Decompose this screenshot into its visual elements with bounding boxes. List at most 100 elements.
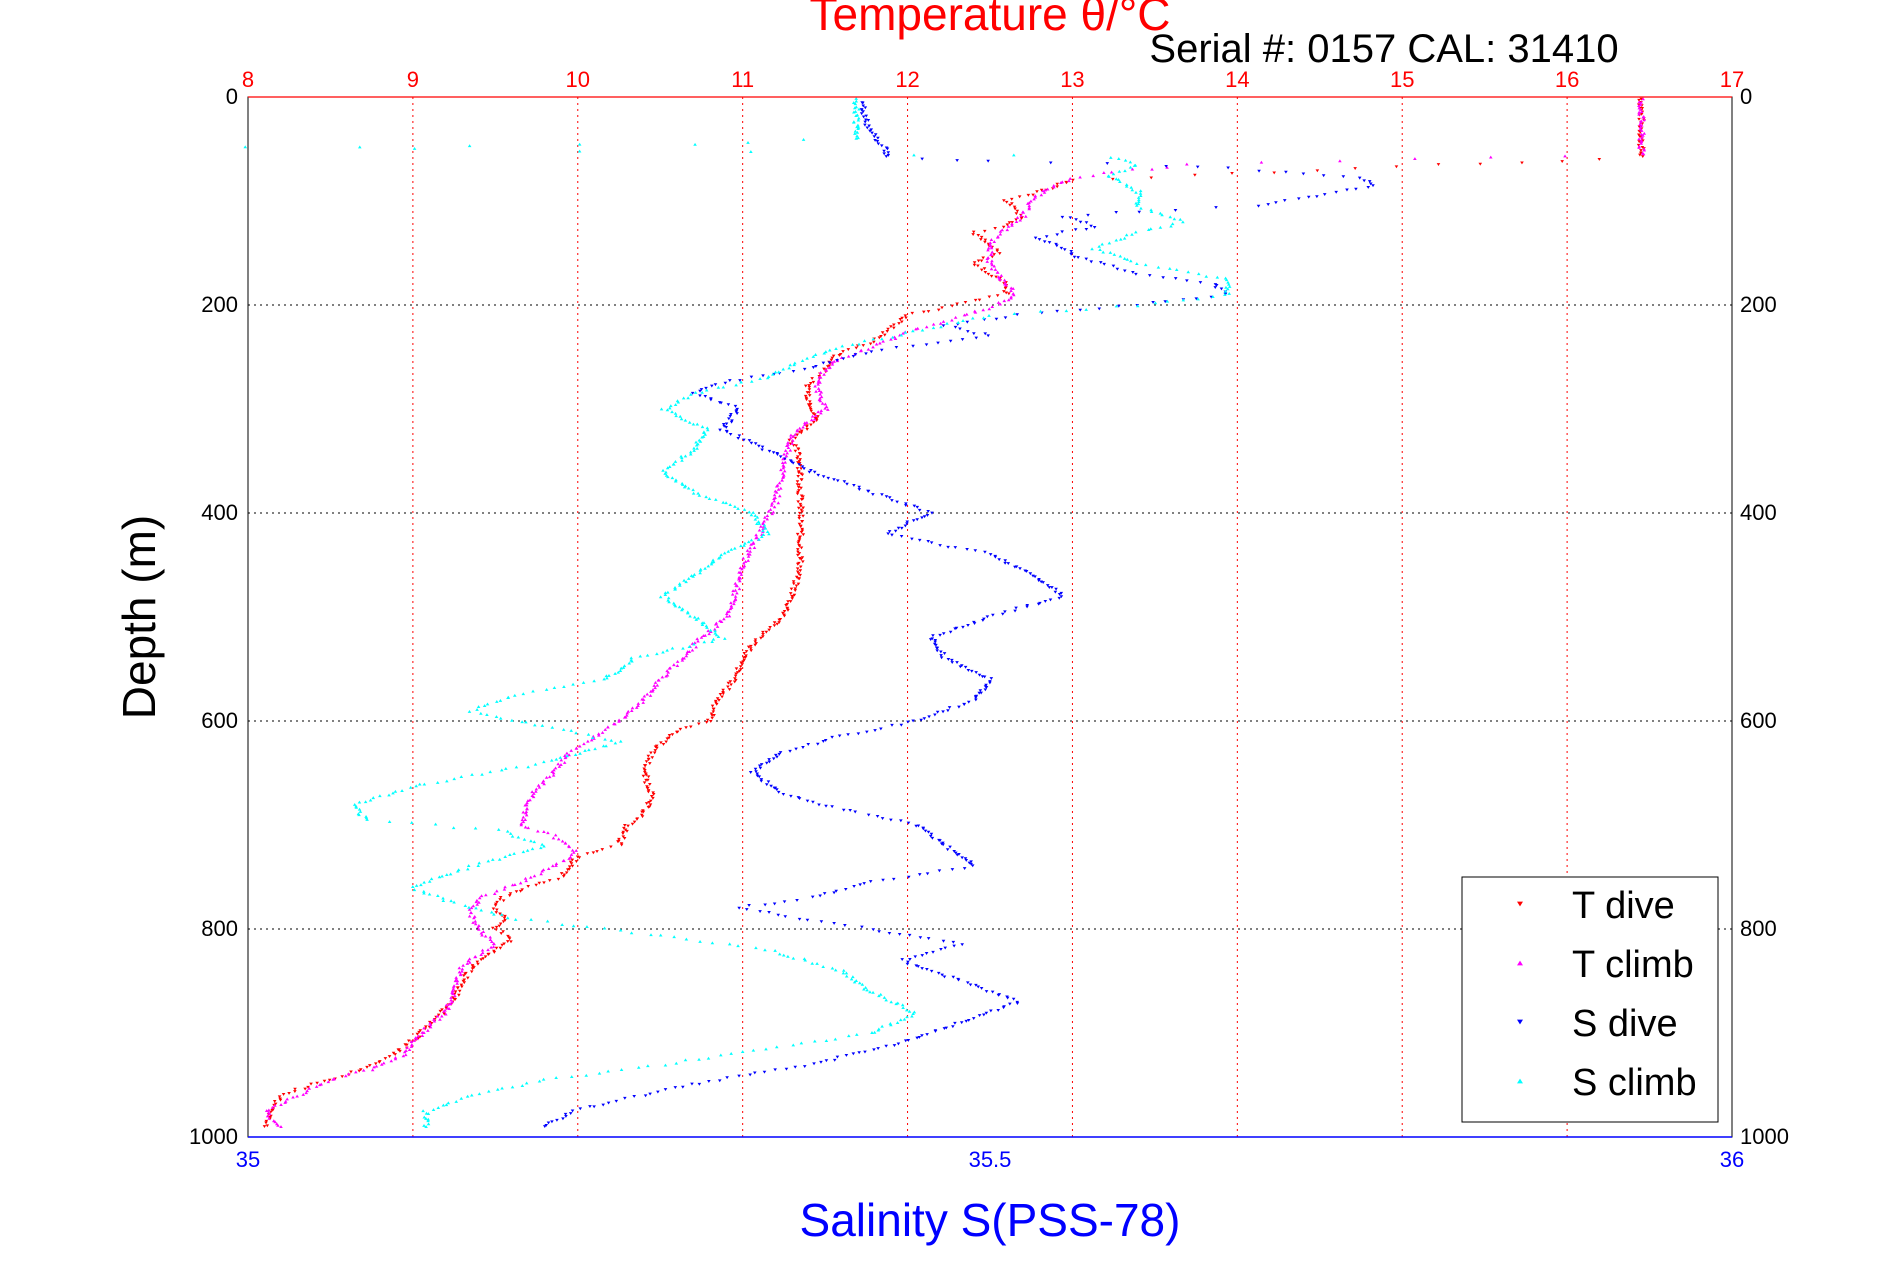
data-point <box>776 913 781 917</box>
data-point <box>640 815 645 819</box>
y-tick-label-right: 200 <box>1740 292 1777 317</box>
data-point <box>871 990 875 994</box>
data-point <box>465 1094 470 1098</box>
data-point <box>346 1072 351 1076</box>
data-point <box>894 346 899 349</box>
data-point <box>532 791 536 795</box>
data-point <box>757 528 762 532</box>
data-point <box>748 647 753 651</box>
data-point <box>711 707 716 711</box>
data-point <box>746 645 751 649</box>
data-point <box>921 827 926 831</box>
data-point <box>1354 187 1358 191</box>
data-point <box>678 727 683 731</box>
data-point <box>873 139 877 142</box>
data-point <box>567 753 571 757</box>
data-point <box>331 1077 335 1081</box>
data-point <box>1078 308 1083 312</box>
data-point <box>1637 100 1642 104</box>
data-point <box>773 370 778 374</box>
data-point <box>677 582 682 586</box>
data-point <box>964 312 969 316</box>
data-point <box>1006 224 1011 228</box>
data-point <box>490 857 495 861</box>
data-point <box>827 361 832 365</box>
data-point <box>1639 100 1644 104</box>
data-point <box>748 1073 752 1077</box>
data-point <box>279 1125 283 1129</box>
data-point <box>489 910 494 914</box>
data-point <box>1641 115 1645 119</box>
data-point <box>655 746 659 750</box>
data-point <box>684 726 688 730</box>
data-point <box>713 631 718 635</box>
data-point <box>966 700 971 704</box>
data-point <box>779 468 783 472</box>
data-point <box>414 784 418 788</box>
data-point <box>818 371 823 374</box>
data-point <box>928 834 933 838</box>
data-point <box>709 562 714 566</box>
data-point <box>936 308 941 312</box>
data-point <box>936 971 941 975</box>
data-point <box>407 1048 412 1052</box>
data-point <box>736 944 740 948</box>
data-point <box>811 380 816 384</box>
data-point <box>1211 295 1215 298</box>
data-point <box>691 574 695 578</box>
data-point <box>370 1068 375 1072</box>
data-point <box>1027 207 1032 211</box>
data-point <box>705 626 709 629</box>
data-point <box>938 544 942 547</box>
data-point <box>602 677 606 681</box>
data-point <box>1050 586 1054 590</box>
legend-label: T climb <box>1572 944 1694 986</box>
data-point <box>974 671 978 675</box>
data-point <box>597 733 601 737</box>
data-point <box>782 469 787 473</box>
data-point <box>1004 291 1009 295</box>
data-point <box>627 661 632 665</box>
data-point <box>542 830 546 834</box>
data-point <box>759 779 764 783</box>
data-point <box>864 114 869 118</box>
data-point <box>881 339 885 343</box>
data-point <box>555 1118 559 1122</box>
data-point <box>804 396 809 400</box>
data-point <box>889 818 893 822</box>
data-point <box>1161 276 1165 280</box>
y-axis-title: Depth (m) <box>113 515 165 719</box>
data-point <box>1123 158 1128 162</box>
x-top-tick-label: 11 <box>731 67 754 92</box>
data-point <box>314 1084 319 1088</box>
data-point <box>948 630 953 634</box>
data-point <box>651 791 655 795</box>
data-point <box>796 447 801 451</box>
data-point <box>906 1038 911 1042</box>
data-point <box>784 1067 789 1071</box>
data-point <box>853 129 858 133</box>
data-point <box>477 927 481 931</box>
data-point <box>265 1124 270 1128</box>
data-point <box>1006 562 1011 565</box>
data-point <box>1637 98 1641 102</box>
data-point <box>1011 287 1015 290</box>
data-point <box>1169 224 1173 228</box>
data-point <box>1018 567 1022 571</box>
data-point <box>798 565 803 569</box>
data-point <box>753 767 758 771</box>
data-point <box>731 589 735 593</box>
data-point <box>778 751 783 755</box>
data-point <box>772 621 777 625</box>
data-point <box>732 680 737 684</box>
data-point <box>728 503 733 506</box>
data-point <box>870 1031 874 1034</box>
data-point <box>939 656 944 660</box>
data-point <box>422 889 426 893</box>
data-point <box>670 646 675 650</box>
data-point <box>920 516 924 520</box>
legend-marker <box>1517 901 1523 907</box>
data-point <box>788 749 792 753</box>
data-point <box>946 545 950 549</box>
data-point <box>1185 279 1189 283</box>
